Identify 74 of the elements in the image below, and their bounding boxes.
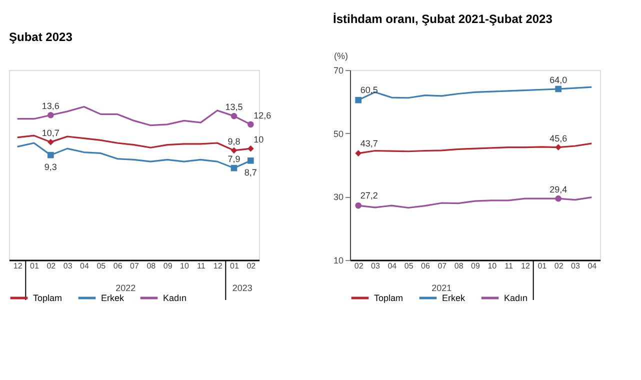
legend-label: Erkek	[442, 293, 466, 303]
x-tick-label: 05	[96, 262, 106, 270]
x-tick-label: 06	[113, 262, 123, 270]
legend-label: Kadın	[163, 293, 187, 303]
x-tick-label: 04	[388, 262, 398, 270]
x-tick-label: 02	[354, 262, 364, 270]
y-tick-label: 50	[333, 128, 344, 139]
point	[248, 145, 254, 152]
y-tick-label: 70	[333, 66, 344, 76]
x-tick-label: 05	[404, 262, 414, 270]
data-label: 8,7	[244, 168, 257, 178]
data-label: 10,7	[42, 128, 60, 138]
x-tick-label: 10	[488, 262, 498, 270]
point	[248, 121, 254, 128]
x-tick-label: 08	[146, 262, 156, 270]
data-label: 29,4	[550, 184, 568, 195]
x-tick-label: 06	[421, 262, 430, 270]
data-label: 45,6	[550, 133, 568, 144]
data-label: 9,8	[228, 136, 240, 146]
x-tick-label: 09	[471, 262, 480, 270]
x-tick-label: 08	[454, 262, 464, 270]
data-label: 9,3	[44, 162, 57, 172]
point	[355, 150, 362, 156]
point	[355, 202, 362, 209]
data-label: 27,2	[360, 190, 378, 201]
data-label: 12,6	[254, 110, 272, 120]
chart-title: İstihdam oranı, Şubat 2021-Şubat 2023	[332, 12, 553, 26]
point	[48, 152, 54, 158]
x-tick-label: 01	[230, 262, 240, 270]
data-label: 64,0	[550, 75, 568, 85]
data-label: 7,9	[228, 154, 240, 164]
x-tick-label: 02	[246, 262, 256, 270]
x-tick-label: 07	[130, 262, 140, 270]
legend-label: Toplam	[374, 293, 404, 303]
x-tick-label: 01	[30, 262, 40, 270]
x-tick-label: 07	[438, 262, 448, 270]
x-tick-label: 12	[521, 262, 530, 270]
point	[48, 112, 54, 118]
x-tick-label: 03	[371, 262, 380, 270]
x-tick-label: 02	[554, 262, 564, 270]
x-tick-label: 11	[197, 262, 206, 270]
point	[555, 195, 562, 202]
point	[230, 147, 238, 154]
legend-label: Toplam	[33, 293, 62, 303]
point	[355, 96, 362, 104]
y-tick-label: 30	[333, 192, 344, 202]
x-tick-label: 10	[180, 262, 190, 270]
x-tick-label: 04	[588, 262, 598, 270]
x-tick-label: 02	[46, 262, 56, 270]
x-tick-label: 01	[538, 262, 548, 270]
x-tick-label: 04	[80, 262, 90, 270]
x-tick-label: 12	[213, 262, 223, 270]
data-label: 13,5	[225, 102, 243, 112]
x-tick-label: 12	[13, 262, 23, 270]
x-tick-label: 03	[571, 262, 580, 270]
text: 2021	[432, 283, 452, 293]
chart-title: Şubat 2023	[9, 30, 73, 44]
data-label: 60,5	[360, 85, 378, 96]
text: 2022	[116, 283, 136, 293]
legend-label: Kadın	[504, 293, 528, 303]
point	[555, 86, 562, 92]
x-tick-label: 11	[504, 262, 514, 270]
y-axis-title: (%)	[334, 51, 348, 61]
data-label: 10	[254, 134, 264, 145]
point	[48, 138, 54, 146]
text: 2023	[232, 283, 252, 293]
x-tick-label: 09	[163, 262, 173, 270]
point	[230, 112, 238, 120]
point	[230, 164, 238, 172]
legend-label: Erkek	[101, 293, 125, 303]
data-label: 43,7	[360, 138, 378, 148]
point	[248, 157, 254, 164]
x-tick-label: 03	[63, 262, 73, 270]
data-label: 13,6	[42, 101, 60, 112]
